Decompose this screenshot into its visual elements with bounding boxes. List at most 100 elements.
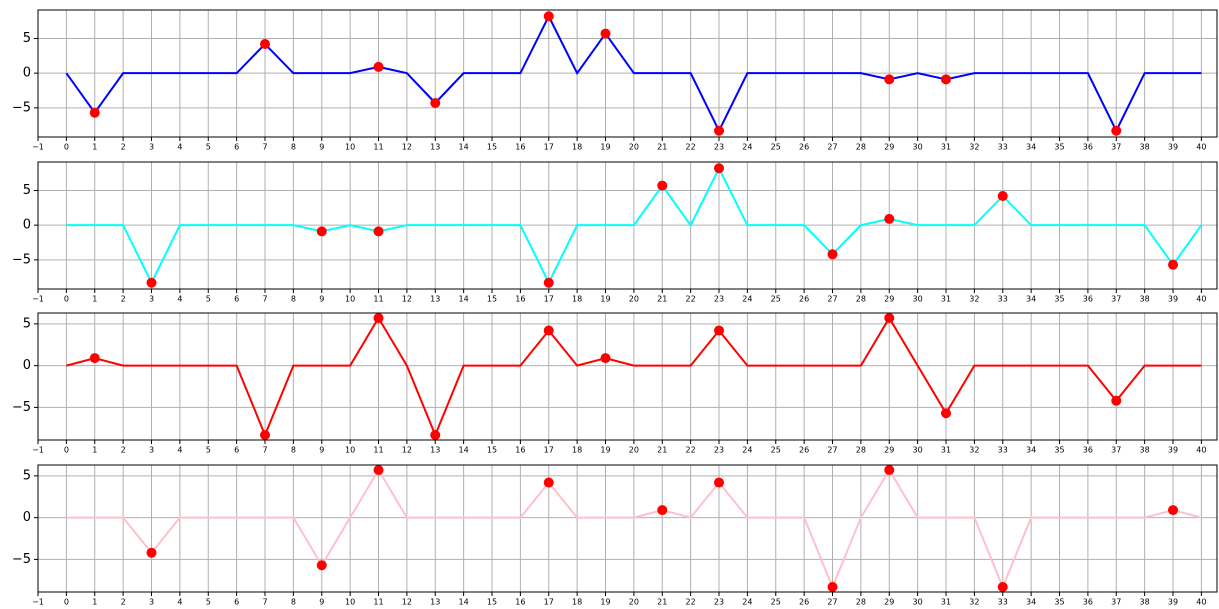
x-tick-label: 28 [856, 143, 866, 152]
x-tick-label: 20 [629, 446, 639, 455]
x-tick-label: 6 [234, 295, 239, 304]
x-tick-label: 39 [1168, 446, 1178, 455]
y-tick-label: −5 [12, 100, 31, 115]
x-tick-label: 36 [1083, 446, 1093, 455]
data-point [600, 353, 611, 364]
subplot: −1 0 1 2 3 4 5 6 7 8 9 10 11 12 13 14 15 16 17 18 19 20 21 22 23… [12, 161, 1218, 304]
x-tick-label: 33 [998, 295, 1008, 304]
x-tick-label: 38 [1140, 295, 1150, 304]
x-tick-label: 2 [121, 143, 126, 152]
x-tick-label: 0 [64, 295, 69, 304]
data-point [714, 125, 725, 136]
axes-frame [37, 464, 1218, 593]
x-tick-label: 20 [629, 598, 639, 607]
x-tick-label: 0 [64, 598, 69, 607]
x-tick-label: 19 [600, 143, 610, 152]
x-tick-label: 10 [345, 446, 355, 455]
data-point [997, 581, 1008, 592]
x-tick-label: 15 [487, 295, 497, 304]
y-tick-label: −5 [12, 252, 31, 267]
x-tick-label: 25 [771, 295, 781, 304]
data-point [543, 325, 554, 336]
y-tick-label: −5 [12, 552, 31, 567]
x-tick-label: 22 [686, 143, 696, 152]
x-tick-label: 19 [600, 446, 610, 455]
x-tick-label: 24 [742, 295, 752, 304]
x-tick-label: 34 [1026, 598, 1036, 607]
x-tick-label: 36 [1083, 598, 1093, 607]
x-tick-label: 8 [291, 143, 296, 152]
series-line [66, 166, 1203, 286]
data-point [1111, 395, 1122, 406]
data-point [543, 477, 554, 488]
x-tick-label: 32 [969, 295, 979, 304]
x-tick-label: 5 [206, 143, 211, 152]
x-tick-label: 29 [884, 143, 894, 152]
y-tick-label: 0 [23, 358, 31, 373]
x-tick-label: 21 [657, 143, 667, 152]
x-tick-label: 12 [402, 143, 412, 152]
x-tick-label: 5 [206, 295, 211, 304]
y-tick-label: 0 [23, 218, 31, 233]
x-tick-label: 31 [941, 598, 951, 607]
x-tick-label: 13 [430, 295, 440, 304]
x-tick-label: 33 [998, 598, 1008, 607]
x-tick-label: 14 [459, 446, 469, 455]
data-point [260, 39, 271, 50]
data-point [714, 477, 725, 488]
data-point [543, 277, 554, 288]
x-tick-label: 16 [515, 295, 525, 304]
x-tick-label: 36 [1083, 295, 1093, 304]
x-tick-label: 1 [92, 143, 97, 152]
series-line [66, 316, 1202, 438]
x-tick-label: 40 [1196, 598, 1206, 607]
x-tick-label: 37 [1111, 598, 1121, 607]
x-tick-label: 27 [827, 295, 837, 304]
x-tick-label: 23 [714, 598, 724, 607]
x-tick-label: 9 [319, 598, 324, 607]
x-tick-label: 13 [430, 143, 440, 152]
x-tick-label: 34 [1026, 143, 1036, 152]
x-tick-label: 17 [544, 446, 554, 455]
x-tick-label: 33 [998, 446, 1008, 455]
data-point [941, 74, 952, 85]
x-tick-label: 31 [941, 143, 951, 152]
x-tick-label: 4 [177, 143, 182, 152]
x-tick-label: 18 [572, 598, 582, 607]
data-point [884, 313, 895, 324]
x-tick-label: 1 [92, 295, 97, 304]
data-point [316, 226, 327, 237]
data-point [657, 505, 668, 516]
y-tick-label: 0 [23, 66, 31, 81]
x-tick-label: 0 [64, 143, 69, 152]
data-point [316, 560, 327, 571]
x-tick-label: 27 [827, 446, 837, 455]
data-point [714, 325, 725, 336]
x-tick-label: 30 [913, 143, 923, 152]
series-line [66, 468, 1202, 590]
x-tick-label: 23 [714, 446, 724, 455]
x-tick-label: 5 [206, 598, 211, 607]
x-tick-label: 11 [373, 295, 383, 304]
x-tick-label: 18 [572, 446, 582, 455]
x-tick-label: 2 [121, 598, 126, 607]
x-tick-label: 1 [92, 598, 97, 607]
x-tick-label: 12 [402, 598, 412, 607]
x-tick-label: 30 [913, 295, 923, 304]
x-tick-label: 27 [827, 143, 837, 152]
x-tick-label: 15 [487, 446, 497, 455]
x-tick-label: 22 [686, 295, 696, 304]
data-point [373, 465, 384, 476]
x-tick-label: 18 [572, 143, 582, 152]
data-point [827, 249, 838, 260]
x-tick-label: 3 [149, 446, 154, 455]
x-tick-label: 25 [771, 446, 781, 455]
data-point [373, 226, 384, 237]
x-tick-label: 26 [799, 143, 809, 152]
x-tick-label: 7 [262, 598, 267, 607]
x-tick-label: 32 [969, 143, 979, 152]
x-tick-label: 38 [1140, 446, 1150, 455]
x-tick-label: 17 [544, 295, 554, 304]
x-tick-label: 35 [1054, 143, 1064, 152]
x-tick-label: 2 [121, 446, 126, 455]
